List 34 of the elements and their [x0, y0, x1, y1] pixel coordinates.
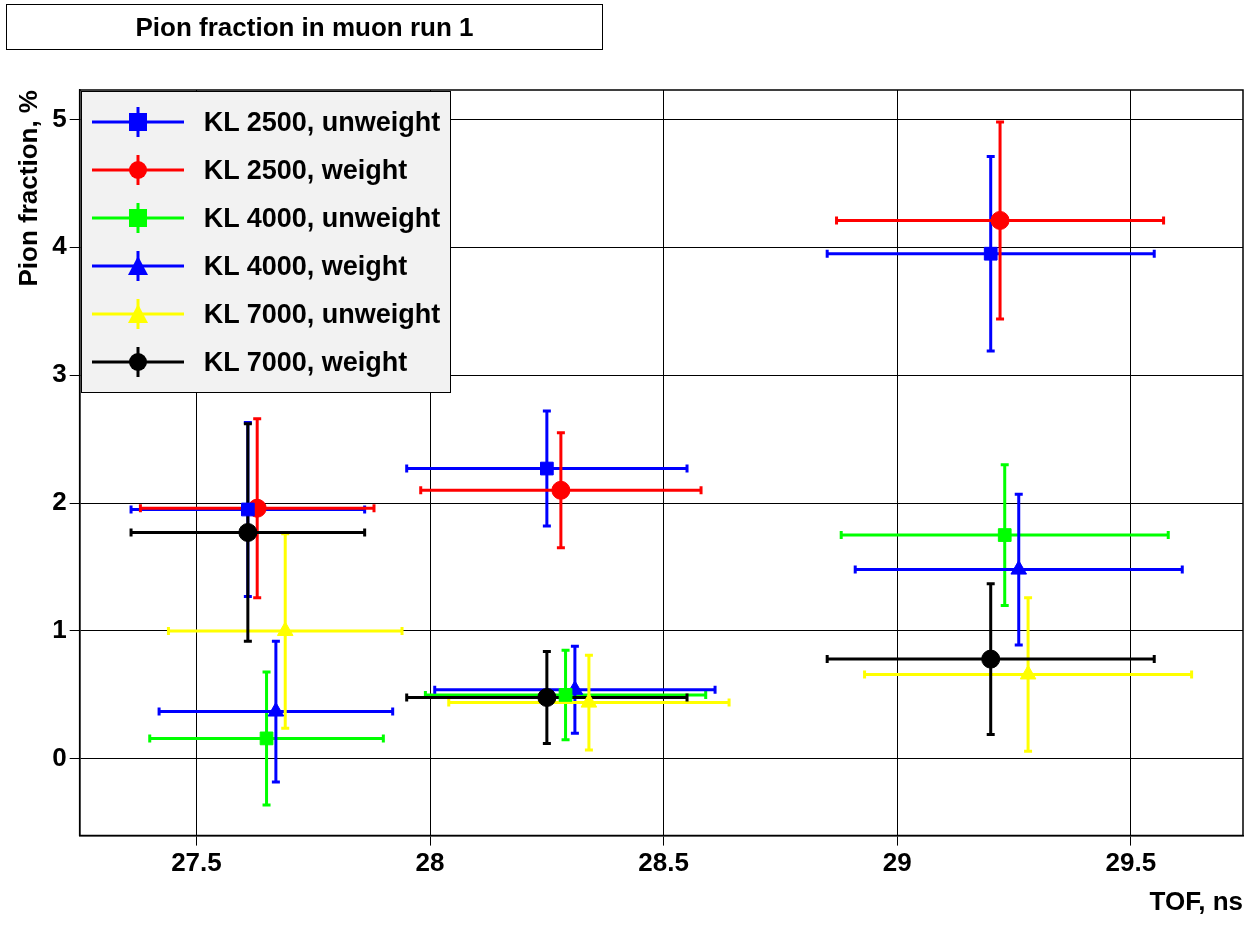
point: [259, 731, 274, 746]
y-tick-label: 2: [52, 486, 67, 517]
point: [276, 621, 294, 636]
legend-label: KL 2500, unweight: [203, 106, 441, 138]
point: [537, 687, 557, 707]
chart-title: Pion fraction in muon run 1: [6, 4, 603, 50]
x-tick-label: 28.5: [638, 847, 689, 878]
point: [1010, 560, 1028, 575]
point: [580, 693, 598, 708]
x-tick-label: 29.5: [1105, 847, 1157, 878]
y-tick-label: 1: [52, 614, 67, 645]
x-tick-label: 28: [415, 847, 445, 878]
point: [551, 480, 571, 500]
x-tick-label: 29: [882, 847, 912, 878]
point: [267, 702, 285, 717]
point: [558, 688, 573, 702]
legend-label: KL 7000, unweight: [203, 298, 441, 330]
point: [997, 528, 1012, 542]
legend-label: KL 4000, weight: [203, 250, 408, 282]
legend-label: KL 4000, unweight: [203, 202, 441, 234]
point: [990, 210, 1010, 230]
legend-label: KL 7000, weight: [203, 346, 408, 378]
y-tick-label: 4: [52, 230, 68, 261]
x-tick-label: 27.5: [171, 847, 222, 878]
legend-label: KL 2500, weight: [203, 154, 408, 186]
y-tick-label: 3: [52, 358, 67, 389]
x-axis-title: TOF, ns: [1149, 885, 1243, 916]
y-tick-label: 5: [52, 102, 67, 133]
point: [981, 649, 1001, 669]
point: [1019, 664, 1037, 680]
point: [983, 246, 998, 261]
y-axis-title: Pion fraction, %: [12, 90, 43, 287]
point: [540, 461, 554, 476]
y-tick-label: 0: [52, 742, 67, 773]
